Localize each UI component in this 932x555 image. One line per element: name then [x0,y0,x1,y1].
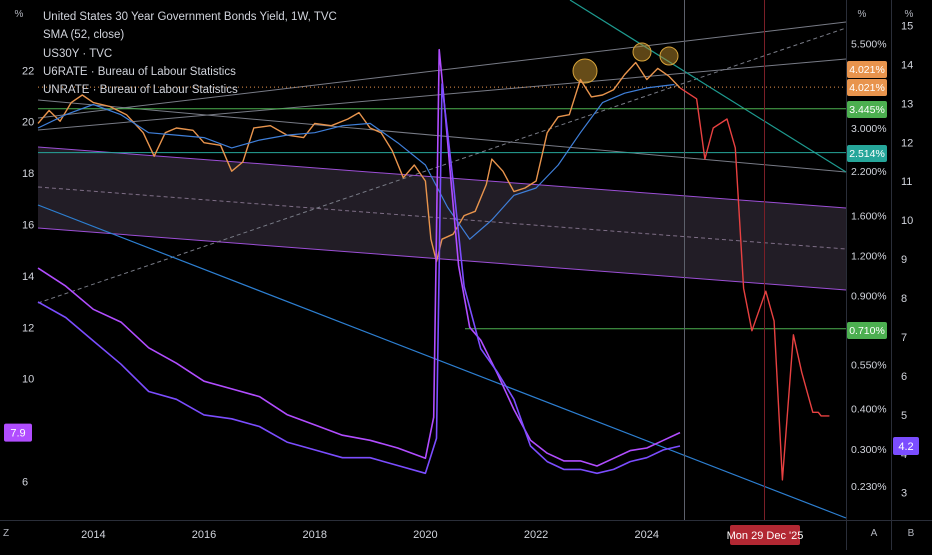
price-badge [847,61,887,78]
channel-midline [37,186,847,250]
center-axis-tick-label: 5.500% [851,39,887,51]
price-badge [847,145,887,162]
left-axis-tick-label: 20 [22,117,34,129]
right-axis-tick-label: 14 [901,59,913,71]
price-badge-label: 4.021% [849,64,885,76]
right-axis-tick-label: 10 [901,215,913,227]
center-axis-tick-label: 1.200% [851,251,887,263]
highlight-circle [659,46,679,66]
legend-us30y[interactable]: US30Y · TVC [43,47,113,60]
x-axis-tick-label: 2020 [413,529,437,541]
right-axis-tick-label: 5 [901,410,907,422]
right-axis-tick-label: 8 [901,293,907,305]
x-axis-tick-label: 2024 [635,529,659,541]
price-badge-label: 0.710% [849,325,885,337]
center-axis-tick-label: 0.230% [851,481,887,493]
legend-u6rate[interactable]: U6RATE · Bureau of Labour Statistics [43,65,236,78]
left-axis-tick-label: 10 [22,374,34,386]
center-axis-tick-label: 0.400% [851,404,887,416]
auto-scale-button[interactable]: A [870,528,878,539]
left-axis-tick-label: 22 [22,65,34,77]
channel-upper-line [37,146,847,209]
x-axis-tick-label: 2016 [192,529,216,541]
price-badge [847,79,887,96]
legend-unrate[interactable]: UNRATE · Bureau of Labour Statistics [43,84,238,97]
trend-line-upper [37,21,847,119]
left-axis-tick-label: 16 [22,219,34,231]
u6rate-badge-label: 7.9 [10,428,25,440]
price-badge [847,322,887,339]
unrate-badge-label: 4.2 [898,441,913,453]
legend-sma[interactable]: SMA (52, close) [43,29,125,42]
trend-line-falling [37,99,847,173]
highlight-circle [632,42,652,62]
right-axis-tick-label: 13 [901,98,913,110]
unrate-badge [893,437,919,456]
left-axis-tick-label: 6 [22,476,28,488]
right-axis-tick-label: 3 [901,488,907,500]
blue-trend-line [37,204,847,519]
center-axis-tick-label: 0.550% [851,359,887,371]
right-axis-percent-button[interactable]: % [904,9,914,20]
right-axis-tick-label: 9 [901,254,907,266]
price-badge [847,101,887,118]
left-axis-tick-label: 12 [22,322,34,334]
center-axis-tick-label: 0.300% [851,444,887,456]
scale-b-button[interactable]: B [907,528,915,539]
center-axis-percent-button[interactable]: % [857,9,867,20]
zoom-axis-button[interactable]: Z [2,528,10,539]
center-axis-tick-label: 1.600% [851,211,887,223]
chart-legend: United States 30 Year Government Bonds Y… [43,8,337,99]
left-axis-tick-label: 18 [22,168,34,180]
right-axis-tick-label: 7 [901,332,907,344]
highlight-circle [572,58,598,84]
center-axis-tick-label: 2.200% [851,166,887,178]
regression-channel [38,147,846,290]
price-badge-label: 4.021% [849,82,885,94]
channel-lower-line [37,227,847,291]
bond-yield-series[interactable] [37,61,681,263]
right-axis-tick-label: 12 [901,137,913,149]
right-axis-tick-label: 15 [901,20,913,32]
left-axis-percent-button[interactable]: % [14,9,24,20]
date-cursor-label: Mon 29 Dec '25 [727,530,804,542]
date-cursor-badge [730,525,800,545]
right-axis-tick-label: 6 [901,371,907,383]
x-axis-tick-label: 2022 [524,529,548,541]
left-axis-tick-label: 14 [22,271,34,283]
x-axis-tick-label: 2018 [302,529,326,541]
sma-series[interactable] [37,83,675,240]
x-axis-tick-label: 2014 [81,529,105,541]
right-axis-tick-label: 11 [901,176,912,188]
price-badge-label: 2.514% [849,148,885,160]
center-axis-tick-label: 3.000% [851,123,887,135]
projection-series[interactable] [679,87,830,481]
u6rate-badge [4,423,32,442]
center-axis-tick-label: 0.900% [851,291,887,303]
price-badge-label: 3.445% [849,104,885,116]
legend-title[interactable]: United States 30 Year Government Bonds Y… [43,11,337,23]
u6rate-series[interactable] [37,48,681,467]
unrate-series[interactable] [37,83,681,475]
resistance-line [569,0,847,173]
